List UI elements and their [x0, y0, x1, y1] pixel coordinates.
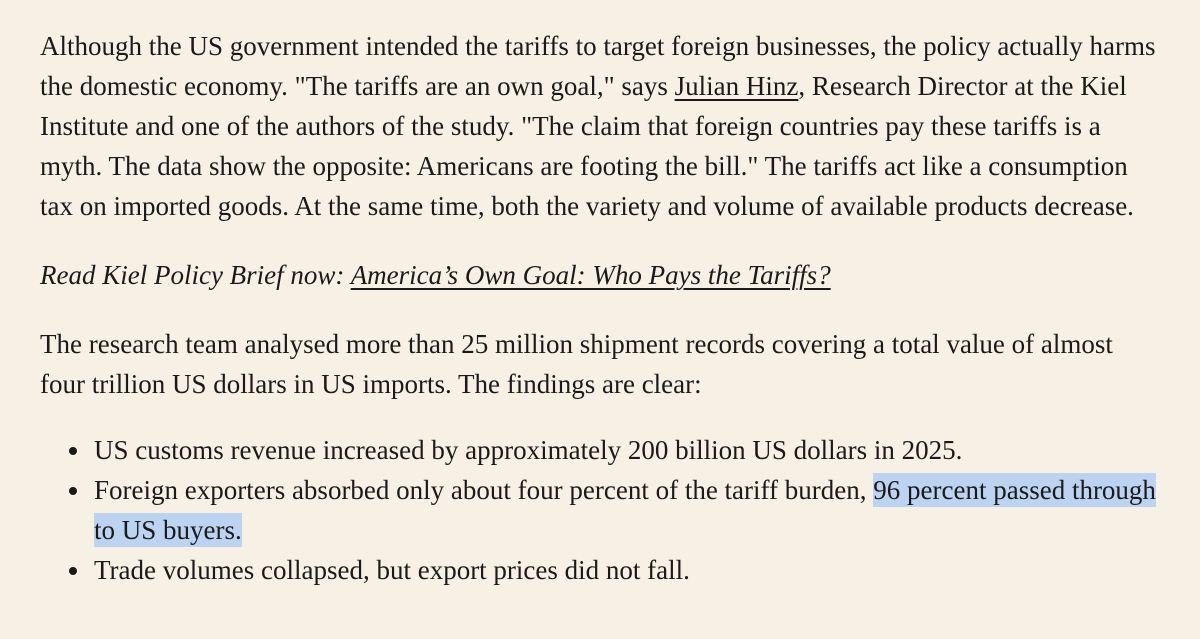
list-item-customs-revenue: US customs revenue increased by approxim…	[92, 430, 1160, 470]
paragraph-policy-brief: Read Kiel Policy Brief now: America’s Ow…	[40, 255, 1160, 295]
paragraph-intro-text-1: Although the US government intended the …	[40, 31, 1156, 101]
julian-hinz-link[interactable]: Julian Hinz	[674, 71, 799, 101]
policy-brief-link[interactable]: America’s Own Goal: Who Pays the Tariffs…	[350, 260, 831, 290]
list-item-trade-volumes: Trade volumes collapsed, but export pric…	[92, 550, 1160, 590]
findings-list: US customs revenue increased by approxim…	[40, 430, 1160, 590]
paragraph-intro-text-2: , Research Director at the Kiel Institut…	[40, 71, 1134, 221]
policy-brief-lead-in: Read Kiel Policy Brief now:	[40, 260, 351, 290]
paragraph-intro: Although the US government intended the …	[40, 26, 1160, 226]
paragraph-findings: The research team analysed more than 25 …	[40, 329, 1113, 399]
list-item-tariff-burden: Foreign exporters absorbed only about fo…	[92, 470, 1160, 550]
tariff-burden-text: Foreign exporters absorbed only about fo…	[94, 475, 874, 505]
